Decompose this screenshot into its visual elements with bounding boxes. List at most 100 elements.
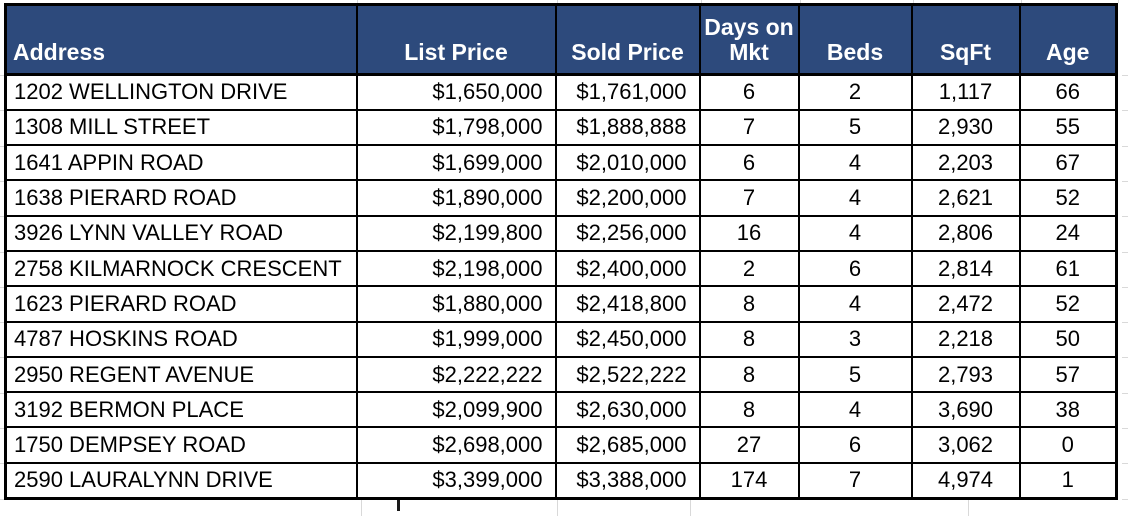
cell-sold_price[interactable]: $2,522,222 [554, 355, 701, 394]
cell-list_price[interactable]: $2,099,900 [355, 391, 557, 429]
cell-days_on_mkt[interactable]: 8 [698, 391, 800, 429]
cell-address[interactable]: 2590 LAURALYNN DRIVE [4, 461, 358, 500]
header-cell-days_on_mkt[interactable]: Days on Mkt [698, 3, 800, 76]
cell-age[interactable]: 38 [1018, 391, 1118, 429]
cell-sold_price[interactable]: $2,418,800 [554, 285, 701, 323]
cell-list_price[interactable]: $2,698,000 [355, 426, 557, 464]
header-cell-list_price[interactable]: List Price [355, 3, 557, 76]
cell-days_on_mkt[interactable]: 2 [698, 249, 800, 288]
header-cell-beds[interactable]: Beds [797, 3, 913, 76]
cell-sold_price[interactable]: $2,010,000 [554, 144, 701, 182]
gridline-stub [0, 252, 4, 253]
cell-sqft[interactable]: 4,974 [910, 461, 1021, 500]
cell-list_price[interactable]: $2,198,000 [355, 249, 557, 288]
cell-beds[interactable]: 2 [797, 73, 913, 111]
cell-days_on_mkt[interactable]: 6 [698, 73, 800, 111]
cell-sqft[interactable]: 2,621 [910, 179, 1021, 217]
cell-sold_price[interactable]: $2,685,000 [554, 426, 701, 464]
cell-age[interactable]: 1 [1018, 461, 1118, 500]
cell-address[interactable]: 4787 HOSKINS ROAD [4, 320, 358, 358]
cell-list_price[interactable]: $2,199,800 [355, 214, 557, 252]
table-row: 2758 KILMARNOCK CRESCENT $2,198,000 $2,400… [4, 249, 1118, 288]
cell-sqft[interactable]: 2,472 [910, 285, 1021, 323]
cell-list_price[interactable]: $1,890,000 [355, 179, 557, 217]
header-cell-sqft[interactable]: SqFt [910, 3, 1021, 76]
cell-beds[interactable]: 4 [797, 214, 913, 252]
header-cell-address[interactable]: Address [4, 3, 358, 76]
cell-sold_price[interactable]: $1,888,888 [554, 108, 701, 147]
cell-age[interactable]: 0 [1018, 426, 1118, 464]
cell-sold_price[interactable]: $2,630,000 [554, 391, 701, 429]
gridline-stub [1122, 499, 1128, 500]
table-row: 4787 HOSKINS ROAD $1,999,000 $2,450,000 8 3 2… [4, 320, 1118, 358]
cell-age[interactable]: 52 [1018, 285, 1118, 323]
cell-address[interactable]: 1638 PIERARD ROAD [4, 179, 358, 217]
header-cell-age[interactable]: Age [1018, 3, 1118, 76]
cell-sqft[interactable]: 2,793 [910, 355, 1021, 394]
cell-sold_price[interactable]: $2,450,000 [554, 320, 701, 358]
cell-sqft[interactable]: 2,814 [910, 249, 1021, 288]
cell-sqft[interactable]: 1,117 [910, 73, 1021, 111]
cell-age[interactable]: 55 [1018, 108, 1118, 147]
header-cell-sold_price[interactable]: Sold Price [554, 3, 701, 76]
cell-days_on_mkt[interactable]: 7 [698, 179, 800, 217]
cell-address[interactable]: 1641 APPIN ROAD [4, 144, 358, 182]
cell-sqft[interactable]: 2,806 [910, 214, 1021, 252]
cell-list_price[interactable]: $1,999,000 [355, 320, 557, 358]
cell-list_price[interactable]: $3,399,000 [355, 461, 557, 500]
cell-beds[interactable]: 5 [797, 108, 913, 147]
cell-sold_price[interactable]: $1,761,000 [554, 73, 701, 111]
cell-list_price[interactable]: $1,699,000 [355, 144, 557, 182]
cell-age[interactable]: 61 [1018, 249, 1118, 288]
cell-sold_price[interactable]: $2,400,000 [554, 249, 701, 288]
cell-sold_price[interactable]: $2,256,000 [554, 214, 701, 252]
table-row: 3926 LYNN VALLEY ROAD $2,199,800 $2,256,00… [4, 214, 1118, 252]
cell-list_price[interactable]: $2,222,222 [355, 355, 557, 394]
cell-address[interactable]: 2950 REGENT AVENUE [4, 355, 358, 394]
cell-days_on_mkt[interactable]: 16 [698, 214, 800, 252]
cell-age[interactable]: 52 [1018, 179, 1118, 217]
table-row: 1750 DEMPSEY ROAD $2,698,000 $2,685,000 27 6… [4, 426, 1118, 464]
cell-days_on_mkt[interactable]: 174 [698, 461, 800, 500]
cell-address[interactable]: 1750 DEMPSEY ROAD [4, 426, 358, 464]
cell-days_on_mkt[interactable]: 8 [698, 320, 800, 358]
cell-sqft[interactable]: 2,203 [910, 144, 1021, 182]
cell-address[interactable]: 1623 PIERARD ROAD [4, 285, 358, 323]
cell-days_on_mkt[interactable]: 8 [698, 355, 800, 394]
cell-age[interactable]: 66 [1018, 73, 1118, 111]
cell-sold_price[interactable]: $3,388,000 [554, 461, 701, 500]
cell-sold_price[interactable]: $2,200,000 [554, 179, 701, 217]
cell-beds[interactable]: 3 [797, 320, 913, 358]
cell-days_on_mkt[interactable]: 6 [698, 144, 800, 182]
cell-days_on_mkt[interactable]: 8 [698, 285, 800, 323]
cell-address[interactable]: 2758 KILMARNOCK CRESCENT [4, 249, 358, 288]
cell-age[interactable]: 24 [1018, 214, 1118, 252]
cell-age[interactable]: 67 [1018, 144, 1118, 182]
cell-address[interactable]: 1308 MILL STREET [4, 108, 358, 147]
cell-address[interactable]: 1202 WELLINGTON DRIVE [4, 73, 358, 111]
cell-sqft[interactable]: 2,218 [910, 320, 1021, 358]
cell-beds[interactable]: 4 [797, 285, 913, 323]
cell-sqft[interactable]: 3,062 [910, 426, 1021, 464]
cell-age[interactable]: 57 [1018, 355, 1118, 394]
gridline-stub [0, 75, 4, 76]
cell-days_on_mkt[interactable]: 7 [698, 108, 800, 147]
cell-days_on_mkt[interactable]: 27 [698, 426, 800, 464]
cell-list_price[interactable]: $1,880,000 [355, 285, 557, 323]
cell-list_price[interactable]: $1,798,000 [355, 108, 557, 147]
cell-age[interactable]: 50 [1018, 320, 1118, 358]
cell-beds[interactable]: 5 [797, 355, 913, 394]
cell-beds[interactable]: 7 [797, 461, 913, 500]
cell-beds[interactable]: 4 [797, 144, 913, 182]
cell-beds[interactable]: 4 [797, 179, 913, 217]
cell-beds[interactable]: 6 [797, 249, 913, 288]
gridline-stub [1122, 393, 1128, 394]
cell-beds[interactable]: 6 [797, 426, 913, 464]
cell-address[interactable]: 3192 BERMON PLACE [4, 391, 358, 429]
gridline-stub [1122, 252, 1128, 253]
cell-sqft[interactable]: 3,690 [910, 391, 1021, 429]
cell-list_price[interactable]: $1,650,000 [355, 73, 557, 111]
cell-sqft[interactable]: 2,930 [910, 108, 1021, 147]
cell-beds[interactable]: 4 [797, 391, 913, 429]
cell-address[interactable]: 3926 LYNN VALLEY ROAD [4, 214, 358, 252]
